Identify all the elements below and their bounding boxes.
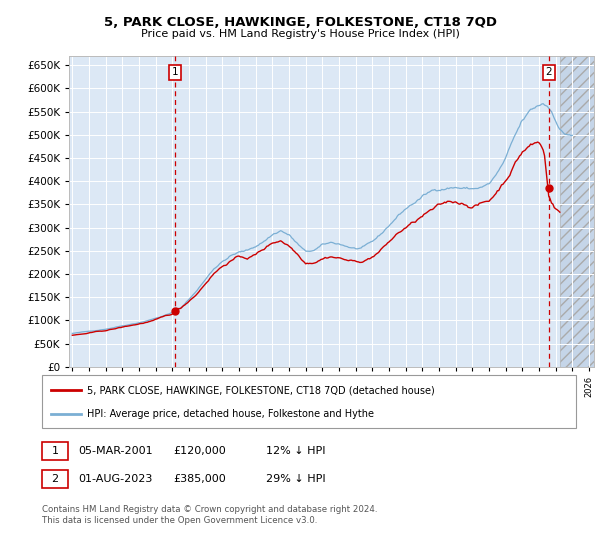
Text: 05-MAR-2001: 05-MAR-2001 <box>79 446 153 456</box>
Text: HPI: Average price, detached house, Folkestone and Hythe: HPI: Average price, detached house, Folk… <box>87 408 374 418</box>
Text: 5, PARK CLOSE, HAWKINGE, FOLKESTONE, CT18 7QD (detached house): 5, PARK CLOSE, HAWKINGE, FOLKESTONE, CT1… <box>87 385 435 395</box>
Text: 1: 1 <box>172 67 179 77</box>
Text: 29% ↓ HPI: 29% ↓ HPI <box>266 474 325 484</box>
Text: 2: 2 <box>52 474 58 484</box>
Text: 01-AUG-2023: 01-AUG-2023 <box>79 474 153 484</box>
Text: 5, PARK CLOSE, HAWKINGE, FOLKESTONE, CT18 7QD: 5, PARK CLOSE, HAWKINGE, FOLKESTONE, CT1… <box>104 16 497 29</box>
Text: Price paid vs. HM Land Registry's House Price Index (HPI): Price paid vs. HM Land Registry's House … <box>140 29 460 39</box>
Text: £385,000: £385,000 <box>173 474 226 484</box>
Text: 2: 2 <box>545 67 552 77</box>
Bar <box>560 56 600 367</box>
Text: £120,000: £120,000 <box>173 446 226 456</box>
Text: 12% ↓ HPI: 12% ↓ HPI <box>266 446 325 456</box>
Text: Contains HM Land Registry data © Crown copyright and database right 2024.
This d: Contains HM Land Registry data © Crown c… <box>42 505 377 525</box>
Text: 1: 1 <box>52 446 58 456</box>
